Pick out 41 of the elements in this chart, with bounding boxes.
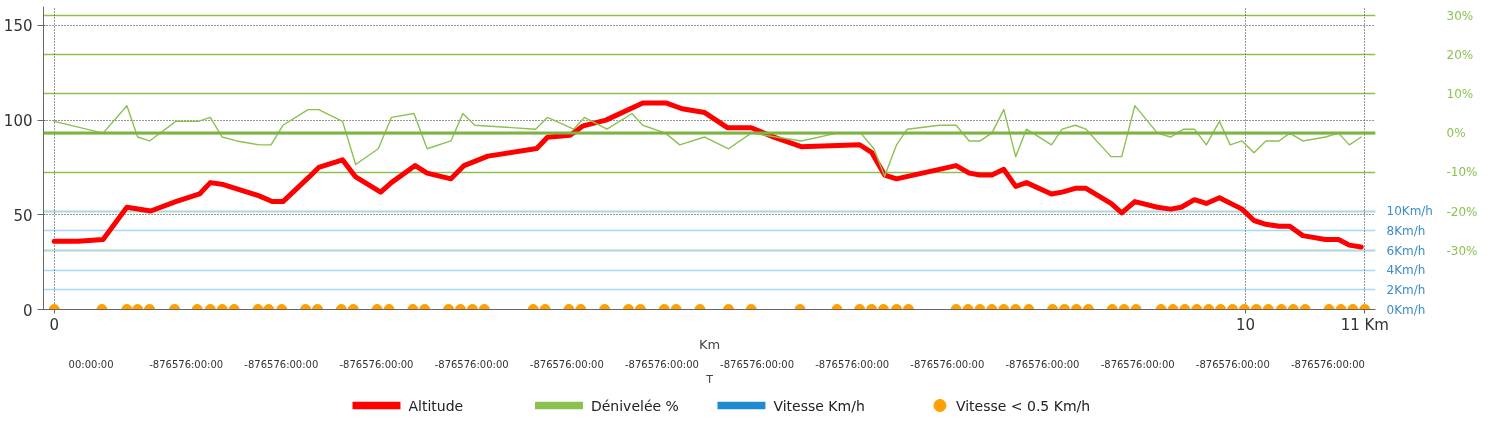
y2-tick-label: -30%: [1446, 243, 1478, 258]
text: -876576:00:00: [720, 358, 795, 370]
y3-tick-label: 4Km/h: [1386, 263, 1426, 278]
y2-tick-label: 0%: [1446, 126, 1466, 141]
y-tick-label: 100: [3, 112, 33, 131]
text: -876576:00:00: [1195, 358, 1270, 370]
y2-tick-label: 20%: [1446, 47, 1474, 62]
line-series: [53, 104, 1362, 177]
y-tick-label: 150: [3, 17, 33, 36]
text: -876576:00:00: [1290, 358, 1365, 370]
y-tick-label: 0: [22, 301, 33, 320]
legend-label: Vitesse Km/h: [773, 397, 865, 414]
y-tick-label: 50: [13, 206, 33, 225]
text: -876576:00:00: [244, 358, 319, 370]
x-tick-label: 10: [1236, 315, 1256, 334]
y2-tick-label: -20%: [1446, 204, 1478, 219]
x-tick-label: 0: [49, 315, 59, 334]
x-tick-label: 11 Km: [1340, 315, 1389, 334]
y3-tick-label: 0Km/h: [1386, 302, 1426, 317]
y3-tick-label: 10Km/h: [1386, 204, 1433, 219]
text: -876576:00:00: [1005, 358, 1080, 370]
legend-label: Altitude: [408, 397, 464, 414]
y2-tick-label: -10%: [1446, 165, 1478, 180]
text: -876576:00:00: [624, 358, 699, 370]
legend-label: Vitesse < 0.5 Km/h: [955, 397, 1091, 414]
y2-tick-label: 30%: [1446, 8, 1474, 23]
text: -876576:00:00: [339, 358, 414, 370]
legend-label: Dénivelée %: [590, 397, 679, 414]
y3-tick-label: 2Km/h: [1386, 282, 1426, 297]
text: -876576:00:00: [434, 358, 509, 370]
text: -876576:00:00: [1100, 358, 1175, 370]
x2-axis-title: T: [705, 372, 714, 386]
text: -876576:00:00: [815, 358, 890, 370]
y3-tick-label: 6Km/h: [1386, 243, 1426, 258]
text: -876576:00:00: [529, 358, 604, 370]
text: 00:00:00: [68, 358, 114, 370]
y3-tick-label: 8Km/h: [1386, 223, 1426, 238]
x-axis-title: Km: [698, 336, 721, 352]
y2-tick-label: 10%: [1446, 86, 1474, 101]
text: -876576:00:00: [149, 358, 224, 370]
text: -876576:00:00: [910, 358, 985, 370]
